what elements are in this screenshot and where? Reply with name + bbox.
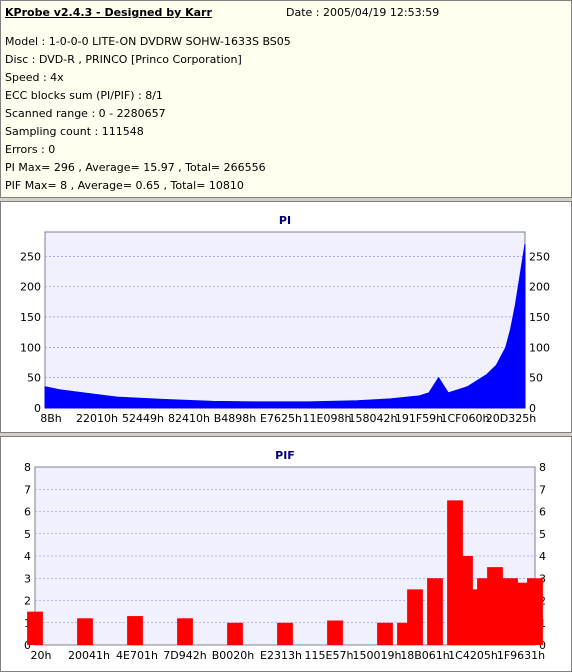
y-tick-label-right: 5 <box>539 528 546 541</box>
x-tick-label: 20h <box>31 649 52 662</box>
x-tick-label: B4898h <box>214 412 257 425</box>
plot-area <box>44 231 526 409</box>
x-tick-label: E2313h <box>260 649 302 662</box>
pif-bar <box>27 611 43 645</box>
y-tick-label-right: 4 <box>539 550 546 563</box>
x-tick-label: 82410h <box>168 412 210 425</box>
x-tick-label: B0020h <box>212 649 255 662</box>
x-tick-label: 1F9631h <box>497 649 545 662</box>
y-tick-label-left: 50 <box>27 372 41 385</box>
y-tick-label-left: 200 <box>20 281 41 294</box>
info-panel: KProbe v2.4.3 - Designed by Karr Date : … <box>0 0 572 198</box>
pif-bar <box>227 622 243 645</box>
info-sampling: Sampling count : 111548 <box>5 125 144 138</box>
y-tick-label-left: 250 <box>20 250 41 263</box>
y-tick-label-left: 7 <box>24 483 31 496</box>
y-tick-label-left: 100 <box>20 341 41 354</box>
y-tick-label-right: 0 <box>539 639 546 652</box>
pif-bar <box>502 578 518 645</box>
chart-title: PI <box>279 214 291 227</box>
x-tick-label: 20D325h <box>486 412 536 425</box>
x-tick-label: 18B061h <box>400 649 450 662</box>
pif-bar <box>407 589 423 645</box>
x-tick-label: 191F59h <box>395 412 443 425</box>
pif-chart: PIF00112233445566778820h20041h4E701h7D94… <box>24 449 546 662</box>
x-tick-label: 7D942h <box>163 649 206 662</box>
x-tick-label: 4E701h <box>116 649 158 662</box>
info-ecc: ECC blocks sum (PI/PIF) : 8/1 <box>5 89 163 102</box>
y-tick-label-right: 200 <box>529 281 550 294</box>
info-pif-stats: PIF Max= 8 , Average= 0.65 , Total= 1081… <box>5 179 244 192</box>
x-tick-label: 1CF060h <box>441 412 490 425</box>
x-tick-label: 115E57h <box>305 649 354 662</box>
pif-bar <box>427 578 443 645</box>
y-tick-label-left: 4 <box>24 550 31 563</box>
y-tick-label-left: 150 <box>20 311 41 324</box>
y-tick-label-left: 5 <box>24 528 31 541</box>
y-tick-label-right: 150 <box>529 311 550 324</box>
y-tick-label-right: 0 <box>529 402 536 415</box>
pif-chart-panel: PIF00112233445566778820h20041h4E701h7D94… <box>0 436 572 672</box>
pi-area <box>44 244 526 409</box>
info-errors: Errors : 0 <box>5 143 56 156</box>
y-tick-label-right: 100 <box>529 341 550 354</box>
y-tick-label-right: 8 <box>539 461 546 474</box>
x-tick-label: 52449h <box>122 412 164 425</box>
y-tick-label-left: 8 <box>24 461 31 474</box>
y-tick-label-right: 250 <box>529 250 550 263</box>
y-tick-label-right: 6 <box>539 506 546 519</box>
x-tick-label: 158042h <box>349 412 398 425</box>
x-tick-label: 1C4205h <box>448 649 498 662</box>
pif-bar <box>77 618 93 645</box>
y-tick-label-right: 7 <box>539 483 546 496</box>
chart-title: PIF <box>275 449 295 462</box>
y-tick-label-left: 6 <box>24 506 31 519</box>
y-tick-label-left: 3 <box>24 572 31 585</box>
pif-bar <box>487 567 503 645</box>
scan-date: Date : 2005/04/19 12:53:59 <box>286 6 440 19</box>
pi-chart: PI 0 0 50 50 100 100 150 150 200 200 250 250 8Bh 22010… <box>20 214 550 425</box>
y-tick-label-right: 50 <box>529 372 543 385</box>
pi-chart-panel: PI 0 0 50 50 100 100 150 150 200 200 250 250 8Bh 22010… <box>0 201 572 433</box>
info-model: Model : 1-0-0-0 LITE-ON DVDRW SOHW-1633S… <box>5 35 291 48</box>
info-range: Scanned range : 0 - 2280657 <box>5 107 166 120</box>
y-tick-label-left: 0 <box>34 402 41 415</box>
x-tick-label: E7625h <box>260 412 302 425</box>
pif-bar <box>277 622 293 645</box>
info-disc: Disc : DVD-R , PRINCO [Princo Corporatio… <box>5 53 242 66</box>
x-tick-label: 20041h <box>68 649 110 662</box>
app-title: KProbe v2.4.3 - Designed by Karr <box>5 6 212 19</box>
pif-bar <box>527 578 543 645</box>
info-pi-stats: PI Max= 296 , Average= 15.97 , Total= 26… <box>5 161 266 174</box>
x-tick-label: 22010h <box>76 412 118 425</box>
pif-bar <box>127 616 143 645</box>
pif-bar <box>327 620 343 645</box>
x-tick-label: 8Bh <box>40 412 62 425</box>
pif-bar <box>377 622 393 645</box>
pif-bar <box>177 618 193 645</box>
x-tick-label: 11E098h <box>303 412 352 425</box>
y-tick-label-left: 2 <box>24 595 31 608</box>
y-tick-label-left: 0 <box>24 639 31 652</box>
x-tick-label: 150019h <box>353 649 402 662</box>
info-speed: Speed : 4x <box>5 71 64 84</box>
